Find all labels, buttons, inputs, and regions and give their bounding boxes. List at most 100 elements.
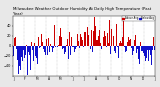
Bar	[38, 37, 39, 46]
Bar	[61, 37, 62, 46]
Bar	[84, 32, 85, 46]
Bar	[69, 32, 70, 46]
Bar	[107, 33, 108, 46]
Bar	[151, 46, 152, 65]
Bar	[123, 46, 124, 58]
Bar	[106, 46, 107, 47]
Bar	[34, 43, 35, 46]
Bar	[41, 34, 42, 46]
Bar	[43, 46, 44, 49]
Bar	[57, 46, 58, 47]
Bar	[153, 37, 154, 46]
Bar	[102, 30, 103, 46]
Text: Milwaukee Weather Outdoor Humidity At Daily High Temperature (Past Year): Milwaukee Weather Outdoor Humidity At Da…	[13, 7, 151, 16]
Bar	[90, 46, 91, 49]
Bar	[47, 46, 48, 55]
Bar	[50, 44, 51, 46]
Bar	[138, 46, 139, 59]
Bar	[108, 43, 109, 46]
Bar	[92, 46, 93, 52]
Bar	[54, 25, 55, 46]
Bar	[109, 20, 110, 46]
Bar	[68, 46, 69, 59]
Bar	[63, 46, 64, 48]
Bar	[82, 40, 83, 46]
Bar	[142, 46, 143, 51]
Bar	[149, 46, 150, 50]
Bar	[127, 42, 128, 46]
Bar	[30, 46, 31, 70]
Bar	[146, 46, 147, 58]
Bar	[78, 41, 79, 46]
Bar	[74, 46, 75, 52]
Bar	[14, 38, 15, 46]
Bar	[67, 46, 68, 55]
Bar	[37, 46, 38, 65]
Bar	[128, 43, 129, 46]
Bar	[49, 46, 50, 52]
Bar	[143, 46, 144, 54]
Bar	[154, 46, 155, 50]
Bar	[129, 40, 130, 46]
Bar	[122, 37, 123, 46]
Bar	[99, 30, 100, 46]
Bar	[87, 27, 88, 46]
Bar	[117, 46, 118, 47]
Bar	[27, 46, 28, 75]
Bar	[132, 46, 133, 55]
Bar	[152, 46, 153, 50]
Bar	[66, 45, 67, 46]
Bar	[36, 46, 37, 58]
Bar	[75, 46, 76, 50]
Bar	[111, 29, 112, 46]
Legend: Above Avg, Below Avg: Above Avg, Below Avg	[122, 16, 155, 21]
Bar	[25, 46, 26, 55]
Bar	[22, 46, 23, 61]
Bar	[18, 46, 19, 74]
Bar	[19, 46, 20, 66]
Bar	[52, 46, 53, 52]
Bar	[15, 37, 16, 46]
Bar	[104, 31, 105, 46]
Bar	[131, 46, 132, 48]
Bar	[85, 32, 86, 46]
Bar	[62, 46, 63, 49]
Bar	[118, 46, 119, 58]
Bar	[110, 46, 111, 54]
Bar	[95, 24, 96, 46]
Bar	[83, 46, 84, 47]
Bar	[145, 46, 146, 61]
Bar	[64, 46, 65, 54]
Bar	[79, 46, 80, 48]
Bar	[26, 45, 27, 46]
Bar	[29, 46, 30, 55]
Bar	[103, 37, 104, 46]
Bar	[70, 46, 71, 55]
Bar	[130, 46, 131, 53]
Bar	[17, 46, 18, 60]
Bar	[51, 46, 52, 47]
Bar	[24, 46, 25, 58]
Bar	[100, 25, 101, 46]
Bar	[115, 46, 116, 53]
Bar	[55, 46, 56, 47]
Bar	[53, 46, 54, 48]
Bar	[116, 24, 117, 46]
Bar	[73, 46, 74, 47]
Bar	[59, 36, 60, 46]
Bar	[81, 37, 82, 46]
Bar	[139, 46, 140, 62]
Bar	[76, 46, 77, 48]
Bar	[141, 46, 142, 51]
Bar	[72, 37, 73, 46]
Bar	[113, 36, 114, 46]
Bar	[35, 46, 36, 56]
Bar	[21, 46, 22, 57]
Bar	[71, 37, 72, 46]
Bar	[137, 46, 138, 49]
Bar	[33, 46, 34, 61]
Bar	[77, 34, 78, 46]
Bar	[40, 46, 41, 47]
Bar	[58, 45, 59, 46]
Bar	[98, 36, 99, 46]
